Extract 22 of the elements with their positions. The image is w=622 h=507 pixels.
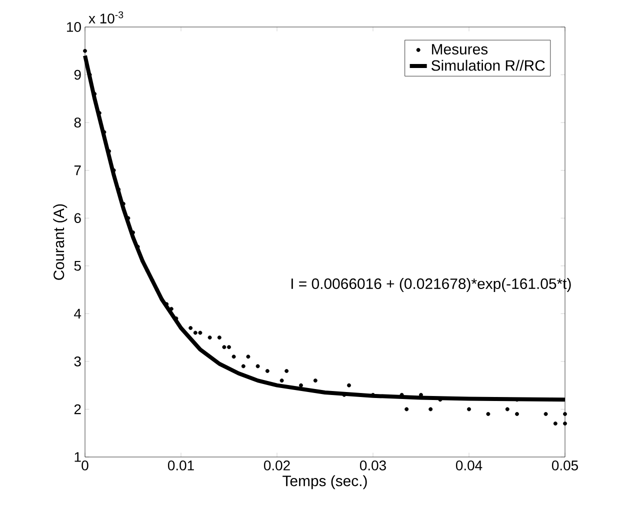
y-tick-label: 9 [74,70,81,80]
y-tick-label: 1 [74,452,81,462]
y-tick-label: 7 [74,166,81,176]
legend-label: Simulation R//RC [431,60,545,71]
legend-label: Mesures [432,44,488,55]
x-tick-label: 0.05 [552,460,578,470]
y-tick-label: 5 [74,261,81,271]
x-tick-label: 0.04 [456,460,482,470]
x-tick-label: 0.01 [168,460,194,470]
y-tick-label: 2 [74,404,81,414]
x-tick-label: 0.02 [264,460,290,470]
y-tick-label: 10 [67,22,81,32]
y-axis-title: Courant (A) [53,204,68,280]
x-axis-title: Temps (sec.) [282,475,367,490]
y-tick-label: 8 [74,118,81,128]
annotation: I = 0.0066016 + (0.021678)*exp(-161.05*t) [291,278,571,292]
y-tick-label: 3 [74,356,81,366]
x-tick-label: 0 [82,460,88,470]
y-tick-label: 6 [74,213,81,224]
y-tick-label: 4 [74,308,82,318]
text: x 10$^{-3}$ [88,11,124,24]
x-tick-label: 0.03 [360,460,386,470]
